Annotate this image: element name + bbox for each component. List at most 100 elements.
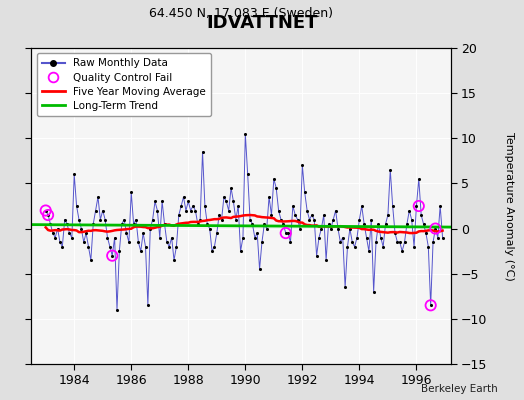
Point xyxy=(439,234,447,241)
Point xyxy=(58,244,67,250)
Point xyxy=(372,239,380,245)
Point xyxy=(324,221,333,227)
Point xyxy=(408,216,416,223)
Point xyxy=(75,216,83,223)
Point xyxy=(70,171,79,178)
Point xyxy=(172,244,181,250)
Point xyxy=(101,216,110,223)
Point xyxy=(129,221,138,227)
Point xyxy=(108,252,116,259)
Point xyxy=(434,234,442,241)
Point xyxy=(253,230,261,236)
Point xyxy=(315,234,323,241)
Point xyxy=(53,225,62,232)
Point xyxy=(400,239,409,245)
Point xyxy=(196,216,204,223)
Point xyxy=(291,212,299,218)
Point xyxy=(320,212,328,218)
Point xyxy=(244,171,252,178)
Point xyxy=(153,207,161,214)
Point xyxy=(139,230,147,236)
Point xyxy=(122,230,130,236)
Point xyxy=(193,221,202,227)
Point xyxy=(422,230,430,236)
Point xyxy=(160,221,169,227)
Point xyxy=(117,221,126,227)
Point xyxy=(427,302,435,308)
Point xyxy=(227,185,235,191)
Point xyxy=(234,203,243,209)
Point xyxy=(201,203,209,209)
Point xyxy=(127,189,135,196)
Point xyxy=(239,234,247,241)
Y-axis label: Temperature Anomaly (°C): Temperature Anomaly (°C) xyxy=(504,132,514,280)
Point xyxy=(414,203,423,209)
Point xyxy=(156,234,164,241)
Point xyxy=(281,230,290,236)
Point xyxy=(99,207,107,214)
Point xyxy=(250,234,259,241)
Point xyxy=(165,244,173,250)
Point xyxy=(246,216,254,223)
Point xyxy=(68,234,76,241)
Point xyxy=(82,230,90,236)
Point xyxy=(308,212,316,218)
Point xyxy=(182,207,190,214)
Point xyxy=(412,203,421,209)
Point xyxy=(236,248,245,254)
Point xyxy=(305,216,314,223)
Point xyxy=(281,230,290,236)
Point xyxy=(168,234,176,241)
Point xyxy=(77,225,85,232)
Point xyxy=(377,234,385,241)
Point xyxy=(431,225,440,232)
Point xyxy=(91,207,100,214)
Point xyxy=(286,239,294,245)
Point xyxy=(346,225,354,232)
Point xyxy=(343,244,352,250)
Point xyxy=(72,203,81,209)
Point xyxy=(265,194,273,200)
Point xyxy=(360,221,368,227)
Point xyxy=(284,230,292,236)
Point xyxy=(326,225,335,232)
Point xyxy=(146,225,155,232)
Point xyxy=(94,194,102,200)
Point xyxy=(170,257,178,263)
Point xyxy=(270,176,278,182)
Point xyxy=(215,212,223,218)
Point xyxy=(248,221,257,227)
Point xyxy=(213,230,221,236)
Text: IDVATTNET: IDVATTNET xyxy=(206,14,318,32)
Point xyxy=(84,244,93,250)
Point xyxy=(353,234,361,241)
Point xyxy=(260,221,268,227)
Point xyxy=(279,221,288,227)
Point xyxy=(429,239,437,245)
Point xyxy=(332,207,340,214)
Point xyxy=(310,216,319,223)
Point xyxy=(384,212,392,218)
Point xyxy=(312,252,321,259)
Point xyxy=(263,225,271,232)
Point xyxy=(217,216,226,223)
Point xyxy=(44,212,52,218)
Point xyxy=(44,212,52,218)
Point xyxy=(222,198,231,205)
Point xyxy=(132,216,140,223)
Point xyxy=(177,203,185,209)
Point xyxy=(106,244,114,250)
Point xyxy=(339,234,347,241)
Point xyxy=(348,239,356,245)
Point xyxy=(398,248,406,254)
Point xyxy=(386,167,395,173)
Point xyxy=(369,288,378,295)
Point xyxy=(405,207,413,214)
Point xyxy=(277,216,285,223)
Point xyxy=(336,239,345,245)
Point xyxy=(49,230,57,236)
Point xyxy=(184,198,192,205)
Point xyxy=(125,239,133,245)
Point xyxy=(296,225,304,232)
Point xyxy=(115,248,124,254)
